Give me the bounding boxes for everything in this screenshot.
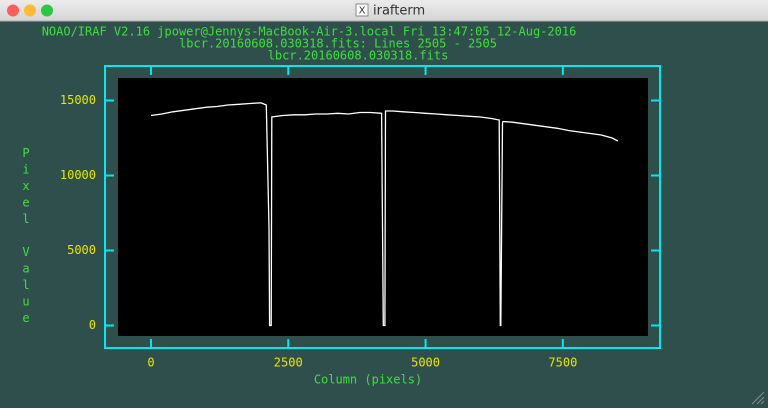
x-tick-label: 7500 — [548, 356, 577, 370]
plot-subtitle: lbcr.20160608.030318.fits: Lines 2505 - … — [179, 37, 497, 51]
x-tick-label: 2500 — [274, 356, 303, 370]
y-tick-label: 15000 — [60, 93, 96, 107]
resize-grip[interactable] — [751, 391, 765, 405]
y-tick-label: 5000 — [67, 243, 96, 257]
x-tick-label: 0 — [147, 356, 154, 370]
plot-subtitle: lbcr.20160608.030318.fits — [268, 49, 449, 63]
axes-frame — [104, 65, 661, 349]
plot-title: NOAO/IRAF V2.16 jpower@Jennys-MacBook-Ai… — [42, 25, 577, 39]
x11-icon — [355, 3, 369, 17]
x11-icon-glyph: X — [359, 6, 366, 17]
close-button[interactable] — [7, 4, 19, 17]
y-tick-label: 10000 — [60, 168, 96, 182]
x-axis-label: Column (pixels) — [314, 373, 422, 387]
minimize-button[interactable] — [24, 4, 36, 17]
y-axis-label: Pixel Value — [19, 146, 33, 328]
window-title: irafterm — [373, 4, 425, 19]
x-tick-label: 5000 — [411, 356, 440, 370]
y-tick-label: 0 — [89, 318, 96, 332]
title-bar — [0, 0, 768, 21]
zoom-button[interactable] — [41, 4, 53, 17]
data-line — [150, 102, 619, 327]
